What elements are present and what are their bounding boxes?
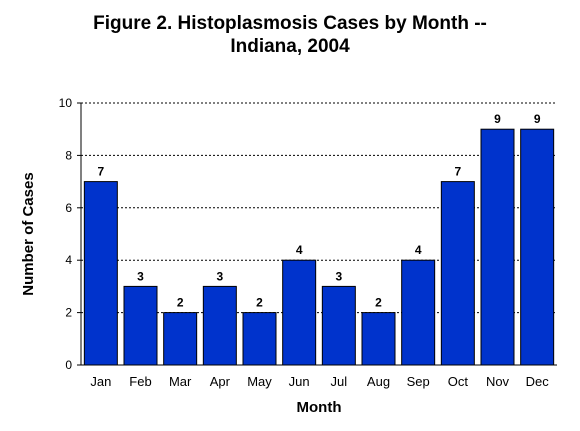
y-axis-label: Number of Cases — [20, 172, 37, 295]
data-label-oct: 7 — [454, 165, 461, 179]
x-tick-apr: Apr — [210, 374, 231, 389]
y-tick-labels: 0 2 4 6 8 10 — [59, 96, 73, 372]
bar-jan — [83, 181, 118, 366]
bar-apr — [202, 285, 237, 366]
chart-title: Figure 2. Histoplasmosis Cases by Month … — [0, 12, 580, 58]
bar-feb — [123, 285, 158, 366]
bar-dec — [520, 128, 555, 366]
data-label-nov: 9 — [494, 112, 501, 126]
bars — [83, 128, 555, 366]
x-tick-nov: Nov — [486, 374, 510, 389]
bar-may — [242, 312, 277, 366]
x-tick-mar: Mar — [169, 374, 192, 389]
bar-mar — [163, 312, 198, 366]
data-label-sep: 4 — [415, 243, 422, 257]
x-tick-jan: Jan — [90, 374, 111, 389]
y-tick-8: 8 — [65, 148, 72, 162]
chart-title-line-1: Figure 2. Histoplasmosis Cases by Month … — [93, 13, 487, 34]
x-tick-labels: Jan Feb Mar Apr May Jun Jul Aug Sep Oct Nov Dec — [90, 374, 549, 389]
data-label-feb: 3 — [137, 269, 144, 283]
data-label-may: 2 — [256, 296, 263, 310]
data-label-jul: 3 — [335, 269, 342, 283]
data-label-jun: 4 — [296, 243, 303, 257]
axes — [77, 102, 557, 366]
x-tick-oct: Oct — [448, 374, 469, 389]
x-tick-may: May — [247, 374, 272, 389]
data-labels: 7 3 2 3 2 4 3 2 4 7 9 9 — [97, 112, 540, 309]
x-tick-jun: Jun — [289, 374, 310, 389]
y-tick-6: 6 — [65, 201, 72, 215]
bar-aug — [361, 312, 396, 366]
y-tick-2: 2 — [65, 306, 72, 320]
data-label-mar: 2 — [177, 296, 184, 310]
x-tick-dec: Dec — [526, 374, 550, 389]
data-label-dec: 9 — [534, 112, 541, 126]
x-tick-feb: Feb — [129, 374, 151, 389]
bar-oct — [440, 181, 475, 366]
data-label-apr: 3 — [216, 269, 223, 283]
x-tick-aug: Aug — [367, 374, 390, 389]
chart-title-line-2: Indiana, 2004 — [230, 36, 350, 57]
x-tick-sep: Sep — [407, 374, 430, 389]
y-tick-0: 0 — [65, 358, 72, 372]
data-label-jan: 7 — [97, 165, 104, 179]
bar-jun — [282, 259, 317, 366]
x-axis-label: Month — [297, 399, 342, 416]
bar-nov — [480, 128, 515, 366]
y-tick-10: 10 — [59, 96, 73, 110]
data-label-aug: 2 — [375, 296, 382, 310]
gridlines — [81, 102, 557, 314]
bar-sep — [401, 259, 436, 366]
y-tick-4: 4 — [65, 253, 72, 267]
x-tick-jul: Jul — [331, 374, 348, 389]
bar-jul — [321, 285, 356, 366]
